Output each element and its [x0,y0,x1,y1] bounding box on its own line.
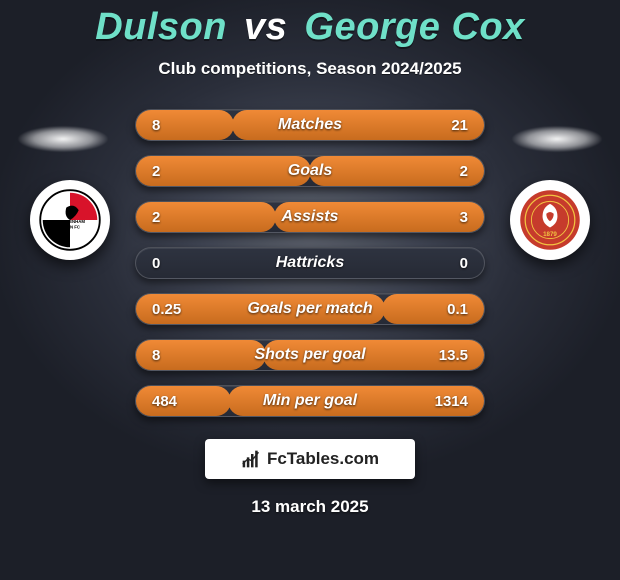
stat-value-right: 0.1 [424,301,484,318]
stat-value-left: 8 [136,347,196,364]
glow-ellipse-left [18,126,108,152]
brand-box[interactable]: FcTables.com [205,439,415,479]
stat-value-right: 2 [424,163,484,180]
stat-row: 8Shots per goal13.5 [135,339,485,371]
stat-label: Shots per goal [196,346,424,364]
stat-value-right: 21 [424,117,484,134]
stat-row: 2Goals2 [135,155,485,187]
stat-value-right: 1314 [424,393,484,410]
glow-ellipse-right [512,126,602,152]
crest-left-text: CHELTENHAM [55,219,85,224]
svg-text:TOWN FC: TOWN FC [60,225,80,230]
stat-row: 0.25Goals per match0.1 [135,293,485,325]
stat-value-left: 484 [136,393,196,410]
stat-value-left: 2 [136,209,196,226]
stat-label: Matches [196,116,424,134]
brand-text: FcTables.com [267,449,379,469]
stat-row: 0Hattricks0 [135,247,485,279]
date-text: 13 march 2025 [0,497,620,517]
crest-right-text: 1879 [543,231,557,238]
comparison-card: Dulson vs George Cox Club competitions, … [0,0,620,580]
stat-value-right: 13.5 [424,347,484,364]
stat-label: Goals per match [196,300,424,318]
page-title: Dulson vs George Cox [0,0,620,49]
stat-row: 8Matches21 [135,109,485,141]
crest-right: 1879 [510,180,590,260]
stat-value-left: 2 [136,163,196,180]
player1-name: Dulson [95,6,227,48]
cheltenham-crest-icon: CHELTENHAM TOWN FC [39,189,101,251]
stat-value-left: 8 [136,117,196,134]
stat-row: 484Min per goal1314 [135,385,485,417]
vs-separator: vs [244,6,287,48]
stat-value-left: 0 [136,255,196,272]
stat-label: Min per goal [196,392,424,410]
stat-row: 2Assists3 [135,201,485,233]
subtitle: Club competitions, Season 2024/2025 [0,59,620,79]
stat-value-right: 0 [424,255,484,272]
stat-label: Hattricks [196,254,424,272]
stat-value-right: 3 [424,209,484,226]
crest-left: CHELTENHAM TOWN FC [30,180,110,260]
player2-name: George Cox [304,6,524,48]
stat-label: Goals [196,162,424,180]
brand-chart-icon [241,449,261,469]
stat-rows: 8Matches212Goals22Assists30Hattricks00.2… [135,109,485,417]
stat-value-left: 0.25 [136,301,196,318]
stat-label: Assists [196,208,424,226]
swindon-crest-icon: 1879 [519,189,581,251]
